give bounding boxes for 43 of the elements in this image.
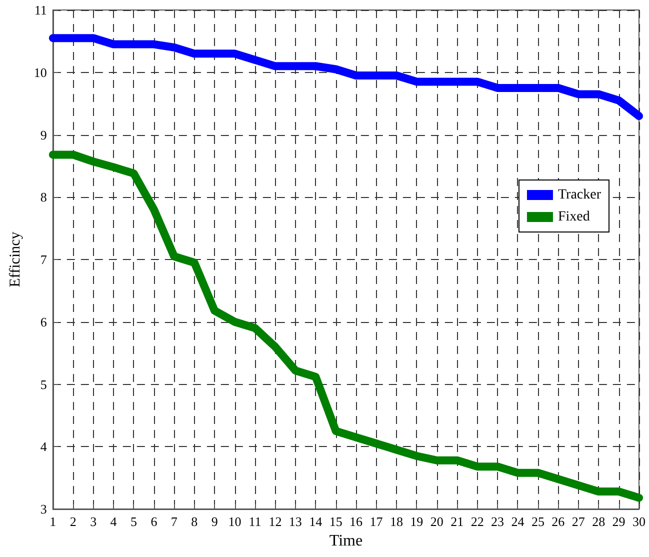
x-tick-label: 14	[309, 514, 323, 529]
x-tick-label: 26	[552, 514, 566, 529]
y-tick-label: 7	[40, 252, 48, 267]
x-tick-label: 7	[170, 514, 178, 529]
x-tick-label: 28	[592, 514, 606, 529]
x-tick-label: 8	[191, 514, 198, 529]
x-axis-title: Time	[329, 532, 363, 550]
x-tick-label: 23	[491, 514, 504, 529]
x-tick-label: 30	[632, 514, 646, 529]
x-tick-label: 11	[248, 514, 262, 529]
x-tick-label: 16	[350, 514, 364, 529]
y-tick-label: 6	[40, 314, 48, 330]
x-tick-label: 17	[370, 514, 384, 529]
x-tick-label: 4	[110, 514, 118, 529]
x-tick-label: 18	[390, 514, 403, 529]
y-tick-label: 10	[34, 64, 47, 80]
x-tick-label: 9	[211, 514, 218, 529]
x-tick-label: 13	[288, 514, 302, 529]
x-tick-label: 3	[90, 514, 97, 529]
x-tick-label: 1	[50, 514, 56, 529]
legend-label: Tracker	[558, 188, 602, 202]
x-tick-label: 20	[430, 514, 444, 529]
x-tick-label: 19	[410, 514, 424, 529]
x-tick-label: 21	[450, 514, 464, 529]
y-tick-label: 5	[40, 376, 47, 392]
y-tick-label: 8	[40, 190, 47, 205]
x-tick-label: 27	[572, 514, 586, 529]
x-tick-label: 24	[511, 514, 525, 529]
y-tick-label: 4	[40, 439, 48, 454]
y-tick-label: 9	[40, 127, 47, 142]
y-tick-label: 11	[34, 2, 47, 18]
y-tick-label: 3	[40, 502, 47, 516]
x-tick-label: 2	[70, 514, 76, 529]
x-tick-label: 6	[150, 514, 158, 529]
legend-label: Fixed	[558, 210, 590, 224]
x-tick-label: 25	[531, 514, 544, 529]
x-tick-label: 12	[268, 514, 282, 529]
x-tick-label: 29	[612, 514, 626, 529]
y-axis-title: Efficincy	[8, 231, 24, 288]
x-tick-label: 5	[130, 514, 137, 529]
x-tick-label: 22	[470, 514, 484, 529]
x-tick-label: 15	[329, 514, 342, 529]
x-tick-label: 10	[228, 514, 242, 529]
